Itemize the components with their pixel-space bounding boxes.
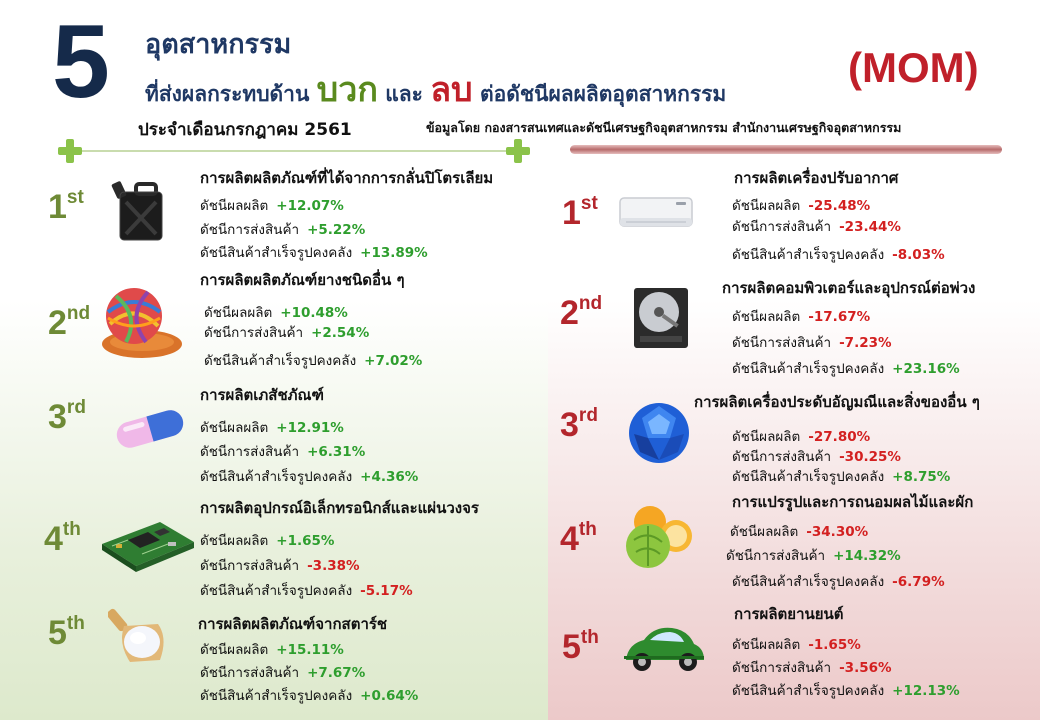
title-line1: อุตสาหกรรม xyxy=(145,29,292,60)
and-word: และ xyxy=(385,82,423,106)
inventory-index: ดัชนีสินค้าสำเร็จรูปคงคลัง +12.13% xyxy=(732,683,960,699)
fruit-vegetable-icon xyxy=(626,506,692,568)
inventory-index: ดัชนีสินค้าสำเร็จรูปคงคลัง -5.17% xyxy=(200,583,413,599)
period-label: ประจำเดือนกรกฎาคม 2561 xyxy=(138,120,352,140)
jerry-can-icon xyxy=(111,181,163,241)
industry-title: การผลิตเภสัชภัณฑ์ xyxy=(200,386,324,404)
air-conditioner-icon xyxy=(619,197,693,227)
production-index: ดัชนีผลผลิต -25.48% xyxy=(732,198,871,214)
industry-title: การแปรรูปและการถนอมผลไม้และผัก xyxy=(732,493,974,511)
industry-title: การผลิตเครื่องปรับอากาศ xyxy=(734,169,899,187)
inventory-index: ดัชนีสินค้าสำเร็จรูปคงคลัง -6.79% xyxy=(732,574,945,590)
production-index: ดัชนีผลผลิต +10.48% xyxy=(204,305,348,321)
rank-negative-4: 4th xyxy=(560,519,597,558)
industry-title: การผลิตผลิตภัณฑ์ยางชนิดอื่น ๆ xyxy=(200,271,405,289)
rank-negative-2: 2nd xyxy=(560,293,603,332)
starch-scoop-icon xyxy=(108,608,164,662)
rank-negative-3: 3rd xyxy=(560,405,598,444)
sapphire-gem-icon xyxy=(629,403,689,463)
rubber-band-ball-icon xyxy=(102,288,182,358)
rank-positive-5: 5th xyxy=(48,613,85,652)
shipment-index: ดัชนีการส่งสินค้า +14.32% xyxy=(726,548,901,564)
shipment-index: ดัชนีการส่งสินค้า -3.38% xyxy=(200,558,360,574)
production-index: ดัชนีผลผลิต +1.65% xyxy=(200,533,335,549)
inventory-index: ดัชนีสินค้าสำเร็จรูปคงคลัง +7.02% xyxy=(204,353,423,369)
title-prefix: ที่ส่งผลกระทบด้าน xyxy=(145,82,310,106)
inventory-index: ดัชนีสินค้าสำเร็จรูปคงคลัง +4.36% xyxy=(200,469,419,485)
car-icon xyxy=(624,627,704,671)
inventory-index: ดัชนีสินค้าสำเร็จรูปคงคลัง +8.75% xyxy=(732,469,951,485)
positive-panel-background xyxy=(0,300,548,720)
shipment-index: ดัชนีการส่งสินค้า +7.67% xyxy=(200,665,366,681)
industry-title: การผลิตคอมพิวเตอร์และอุปกรณ์ต่อพ่วง xyxy=(722,279,976,297)
inventory-index: ดัชนีสินค้าสำเร็จรูปคงคลัง +13.89% xyxy=(200,245,428,261)
big-number: 5 xyxy=(52,4,110,120)
negative-divider xyxy=(570,145,1002,154)
plus-icon-left xyxy=(58,139,82,163)
rank-negative-1: 1st xyxy=(562,193,598,232)
capsule-icon xyxy=(116,410,184,448)
source-label: ข้อมูลโดย กองสารสนเทศและดัชนีเศรษฐกิจอุต… xyxy=(426,120,902,135)
industry-title: การผลิตยานยนต์ xyxy=(734,605,844,623)
rank-positive-4: 4th xyxy=(44,519,81,558)
rank-positive-2: 2nd xyxy=(48,303,91,342)
rank-positive-3: 3rd xyxy=(48,397,86,436)
shipment-index: ดัชนีการส่งสินค้า +5.22% xyxy=(200,222,366,238)
plus-icon-right xyxy=(506,139,530,163)
production-index: ดัชนีผลผลิต +12.07% xyxy=(200,198,344,214)
shipment-index: ดัชนีการส่งสินค้า +6.31% xyxy=(200,444,366,460)
shipment-index: ดัชนีการส่งสินค้า -3.56% xyxy=(732,660,892,676)
shipment-index: ดัชนีการส่งสินค้า -30.25% xyxy=(732,449,901,465)
industry-title: การผลิตผลิตภัณฑ์จากสตาร์ช xyxy=(198,615,388,633)
inventory-index: ดัชนีสินค้าสำเร็จรูปคงคลัง +0.64% xyxy=(200,688,419,704)
industry-title: การผลิตอุปกรณ์อิเล็กทรอนิกส์และแผ่นวงจร xyxy=(200,499,479,517)
title-line2: ที่ส่งผลกระทบด้าน บวก และ ลบ ต่อดัชนีผลผ… xyxy=(145,62,726,116)
industry-title: การผลิตเครื่องประดับอัญมณีและสิ่งของอื่น… xyxy=(694,393,980,411)
title-suffix: ต่อดัชนีผลผลิตอุตสาหกรรม xyxy=(479,82,727,106)
industry-title: การผลิตผลิตภัณฑ์ที่ได้จากการกลั่นปิโตรเล… xyxy=(200,169,494,187)
inventory-index: ดัชนีสินค้าสำเร็จรูปคงคลัง -8.03% xyxy=(732,247,945,263)
positive-word: บวก xyxy=(316,70,378,110)
shipment-index: ดัชนีการส่งสินค้า +2.54% xyxy=(204,325,370,341)
production-index: ดัชนีผลผลิต +12.91% xyxy=(200,420,344,436)
inventory-index: ดัชนีสินค้าสำเร็จรูปคงคลัง +23.16% xyxy=(732,361,960,377)
circuit-board-icon xyxy=(102,522,194,572)
rank-positive-1: 1st xyxy=(48,187,84,226)
rank-negative-5: 5th xyxy=(562,627,599,666)
production-index: ดัชนีผลผลิต -17.67% xyxy=(732,309,871,325)
production-index: ดัชนีผลผลิต -1.65% xyxy=(732,637,861,653)
production-index: ดัชนีผลผลิต -34.30% xyxy=(730,524,869,540)
negative-word: ลบ xyxy=(430,70,473,110)
mom-label: (MOM) xyxy=(848,44,979,91)
production-index: ดัชนีผลผลิต -27.80% xyxy=(732,429,871,445)
hard-drive-icon xyxy=(634,288,688,348)
positive-divider xyxy=(68,150,520,152)
shipment-index: ดัชนีการส่งสินค้า -7.23% xyxy=(732,335,892,351)
production-index: ดัชนีผลผลิต +15.11% xyxy=(200,642,344,658)
shipment-index: ดัชนีการส่งสินค้า -23.44% xyxy=(732,219,901,235)
